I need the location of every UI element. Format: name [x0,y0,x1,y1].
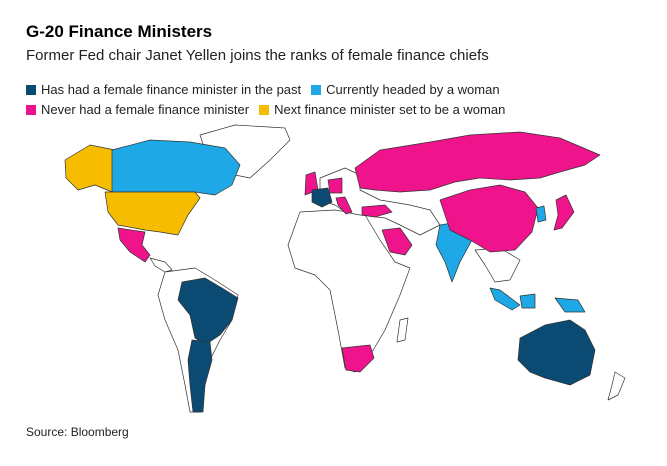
legend-label: Next finance minister set to be a woman [274,102,506,117]
indonesia-papua [554,297,586,313]
legend-swatch [26,85,36,95]
japan [553,194,575,231]
south-africa [341,344,375,373]
alaska [64,144,116,193]
legend-item: Currently headed by a woman [311,80,500,100]
subtitle: Former Fed chair Janet Yellen joins the … [26,47,489,64]
mexico [117,227,151,263]
indonesia [489,287,521,311]
korea [535,205,547,223]
canada [111,139,241,196]
australia [517,319,596,386]
legend-swatch [26,105,36,115]
germany [327,177,343,194]
usa [104,191,201,236]
indonesia-east [519,293,536,309]
turkey [361,204,393,218]
legend-item: Never had a female finance minister [26,100,249,120]
legend: Has had a female finance minister in the… [26,80,626,120]
legend-item: Has had a female finance minister in the… [26,80,301,100]
china [439,184,539,253]
legend-label: Has had a female finance minister in the… [41,82,302,97]
legend-item: Next finance minister set to be a woman [259,100,505,120]
russia [354,131,601,193]
legend-label: Currently headed by a woman [326,82,500,97]
saudi-arabia [381,227,413,256]
se-asia [474,247,521,283]
legend-label: Never had a female finance minister [41,102,250,117]
madagascar [396,317,409,343]
argentina [187,339,213,413]
title: G-20 Finance Ministers [26,22,213,41]
brazil [177,277,239,346]
france [311,187,333,208]
italy [335,196,353,215]
central-america [149,257,173,273]
source: Source: Bloomberg [26,425,129,439]
legend-swatch [311,85,322,95]
legend-swatch [259,105,270,115]
nz [607,371,626,401]
